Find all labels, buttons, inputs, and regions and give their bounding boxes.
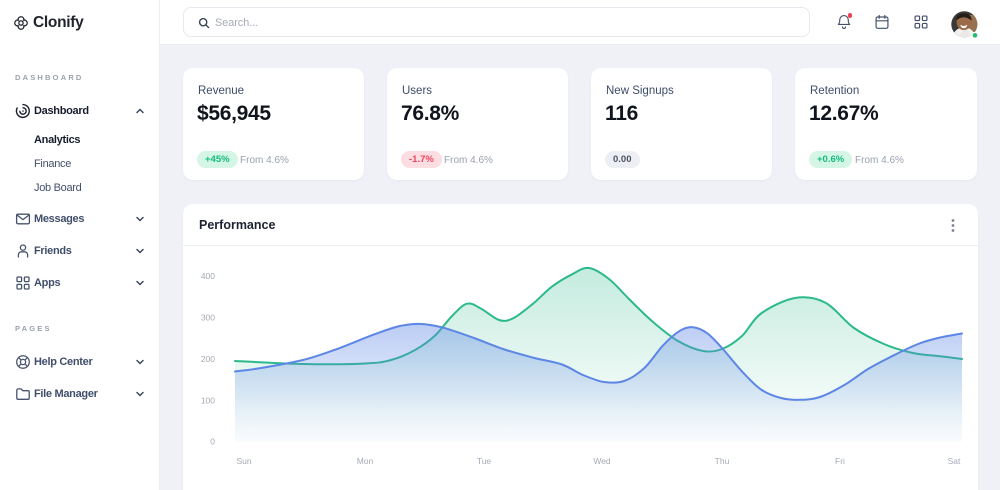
svg-text:100: 100	[201, 396, 215, 406]
svg-text:Wed: Wed	[593, 456, 611, 466]
svg-text:Sun: Sun	[236, 456, 251, 466]
svg-text:Tue: Tue	[477, 456, 492, 466]
svg-text:200: 200	[201, 354, 215, 364]
svg-text:Thu: Thu	[715, 456, 730, 466]
svg-text:Mon: Mon	[357, 456, 374, 466]
svg-text:Sat: Sat	[948, 456, 961, 466]
svg-text:300: 300	[201, 313, 215, 323]
svg-text:400: 400	[201, 271, 215, 281]
svg-text:Fri: Fri	[835, 456, 845, 466]
svg-text:0: 0	[210, 437, 215, 447]
